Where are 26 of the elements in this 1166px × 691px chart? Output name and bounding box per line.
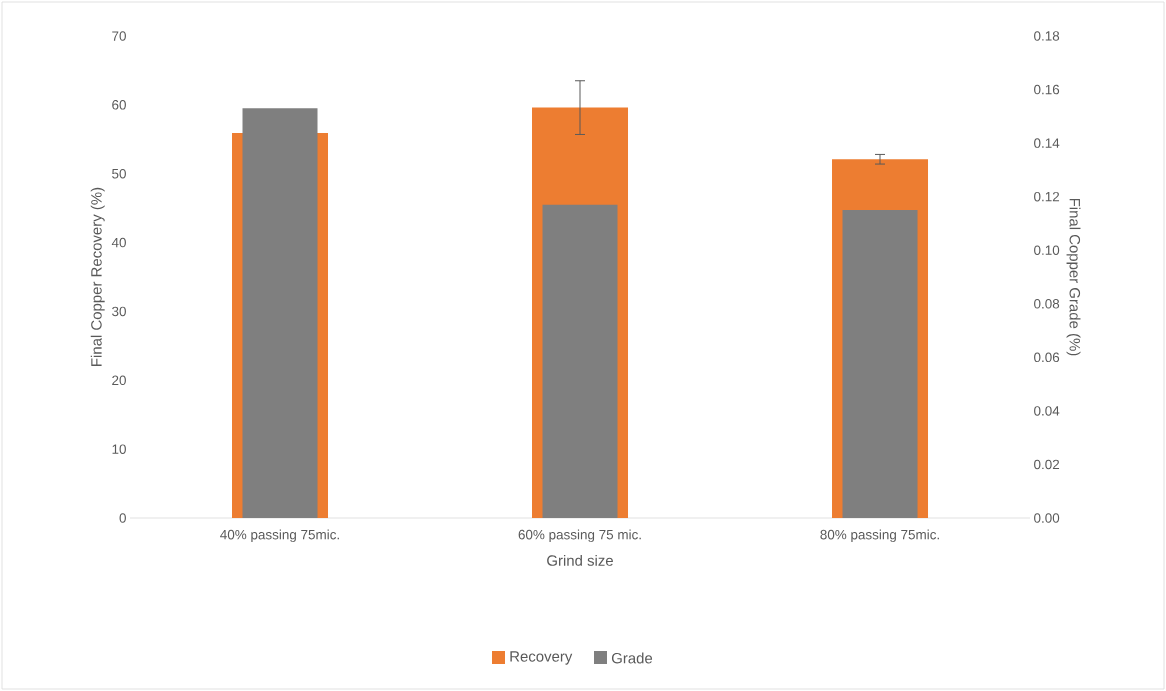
x-tick-label: 80% passing 75mic.: [820, 529, 939, 543]
y2-tick-label: 0.08: [1034, 299, 1060, 309]
y-axis-title: Final Copper Recovery (%): [90, 187, 105, 366]
y-tick-label: 30: [112, 306, 126, 317]
x-tick-label: 60% passing 75 mic.: [518, 529, 641, 543]
y-tick-label: 10: [112, 444, 126, 454]
y2-axis-title: Final Copper Grade (%): [1066, 198, 1081, 356]
y2-tick-label: 0.14: [1034, 138, 1060, 148]
y2-tick-label: 0.12: [1034, 191, 1060, 202]
y2-tick-label: 0.06: [1034, 352, 1060, 363]
y2-tick-label: 0.04: [1034, 406, 1060, 416]
y2-tick-label: 0.10: [1034, 245, 1060, 255]
x-tick-label: 40% passing 75mic.: [220, 529, 339, 543]
legend-label: Grade: [611, 652, 653, 664]
y-tick-label: 60: [112, 100, 126, 110]
x-axis-title: Grind size: [547, 554, 613, 566]
y-tick-label: 20: [112, 375, 126, 386]
y2-tick-label: 0.02: [1034, 459, 1060, 470]
y2-tick-label: 0.16: [1034, 84, 1060, 95]
legend-label: Recovery: [510, 651, 573, 665]
y-tick-label: 0: [119, 513, 126, 523]
y2-tick-label: 0.00: [1034, 513, 1060, 523]
y-tick-label: 50: [112, 168, 126, 179]
y2-tick-label: 0.18: [1034, 31, 1060, 41]
y-tick-label: 70: [112, 31, 126, 41]
y-tick-label: 40: [111, 237, 126, 248]
